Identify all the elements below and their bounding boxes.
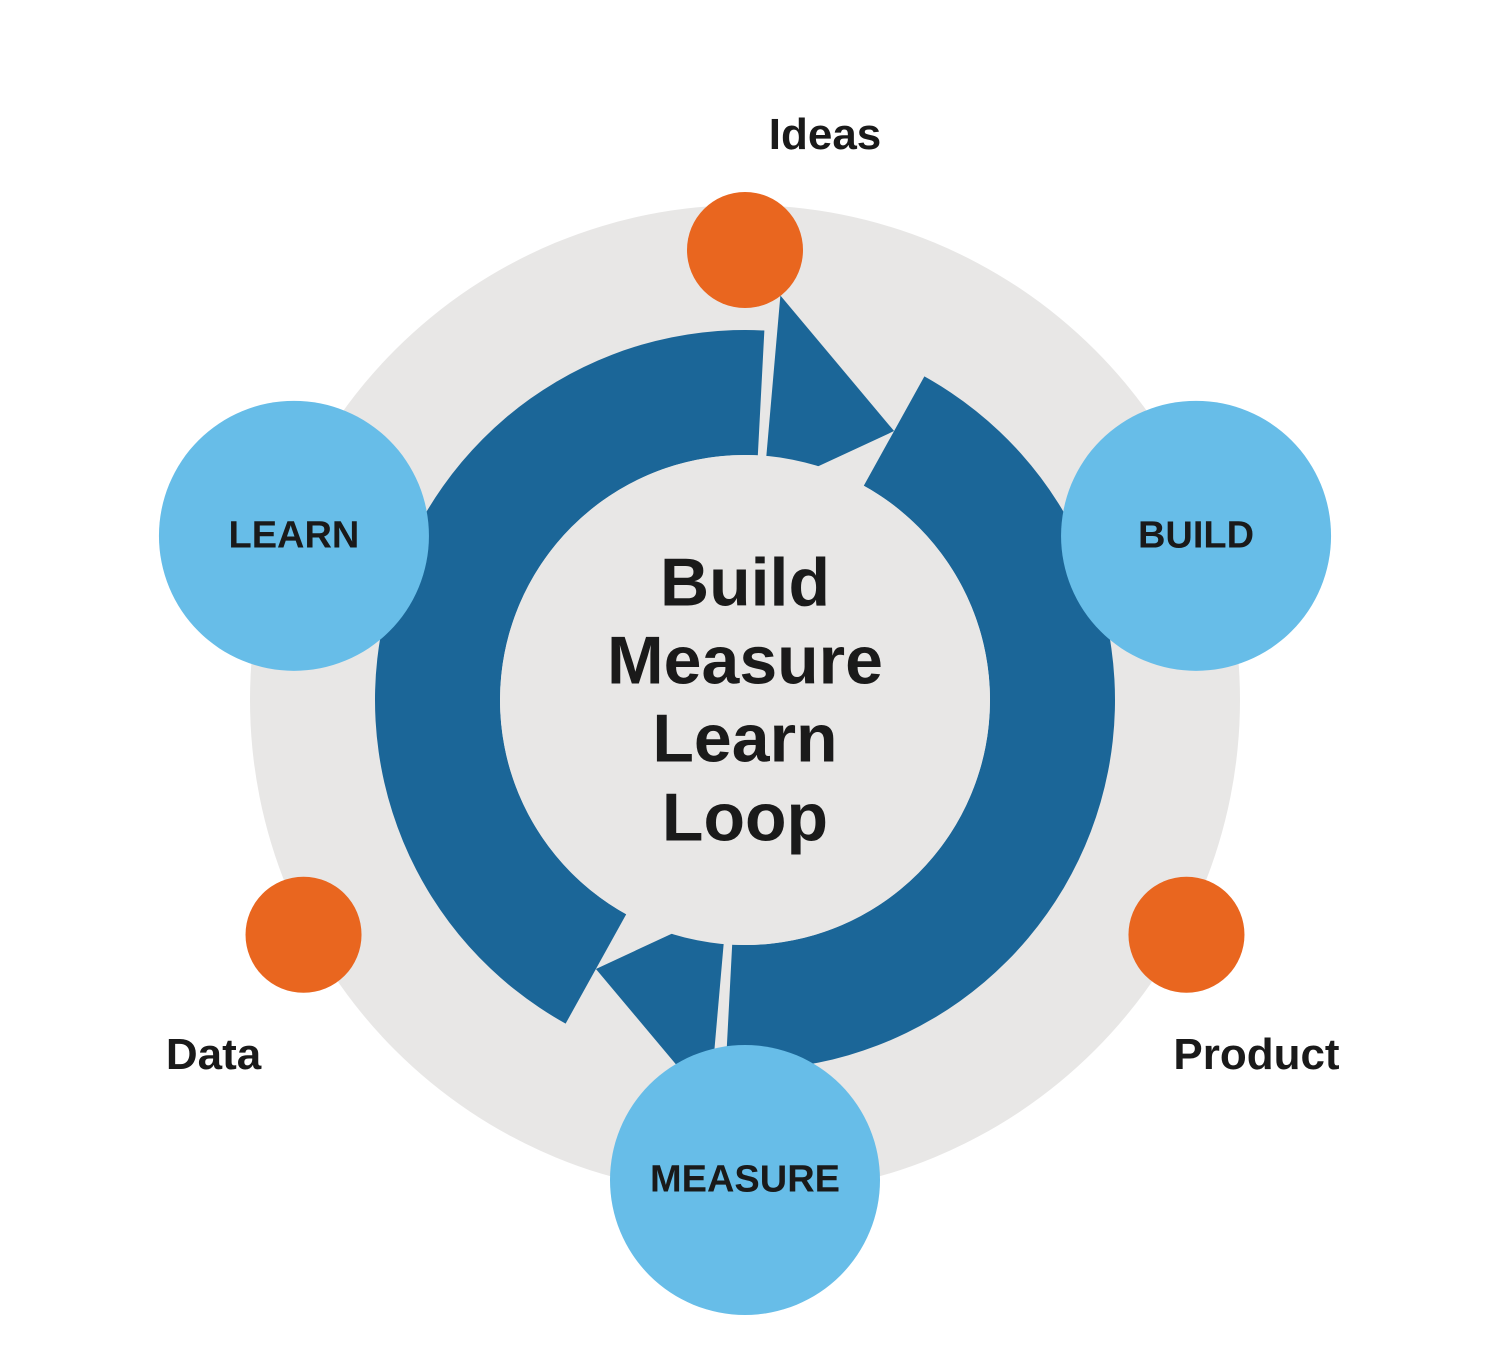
output-label-data: Data xyxy=(166,1030,261,1080)
diagram-stage: BUILD MEASURE LEARN Ideas Product Data BuildMe… xyxy=(0,0,1490,1354)
center-title-line: Learn xyxy=(607,700,883,778)
center-title-line: Build xyxy=(607,544,883,622)
output-label-product: Product xyxy=(1173,1030,1339,1080)
phase-label-measure: MEASURE xyxy=(650,1159,840,1202)
center-title-line: Loop xyxy=(607,778,883,856)
phase-label-build: BUILD xyxy=(1138,514,1254,557)
center-title-line: Measure xyxy=(607,622,883,700)
phase-label-learn: LEARN xyxy=(228,514,359,557)
output-label-ideas: Ideas xyxy=(769,110,882,160)
output-dot-ideas xyxy=(687,192,803,308)
center-title: BuildMeasureLearnLoop xyxy=(607,544,883,857)
output-dot-product xyxy=(1128,877,1244,993)
output-dot-data xyxy=(246,877,362,993)
